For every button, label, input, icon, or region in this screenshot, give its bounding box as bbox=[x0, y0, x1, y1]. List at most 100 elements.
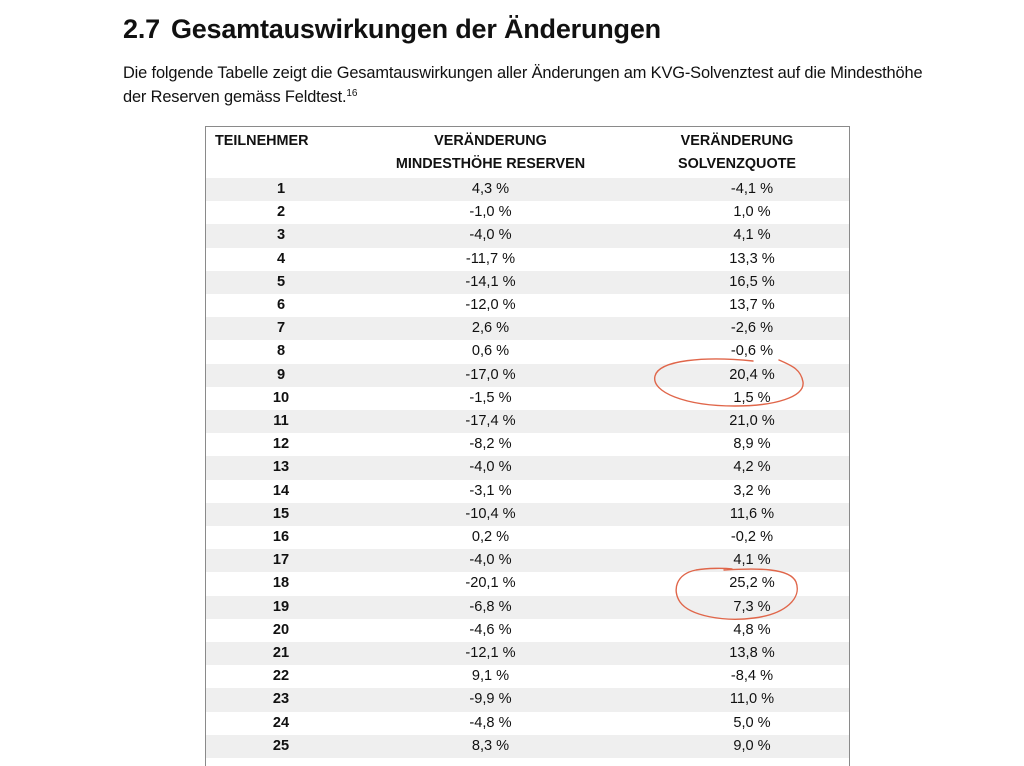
table-row: 23 -9,9 % 11,0 % bbox=[206, 688, 849, 712]
participant-id: 25 bbox=[272, 737, 290, 754]
reserven-change: -4,0 % bbox=[469, 552, 512, 569]
participant-id: 6 bbox=[276, 297, 286, 314]
table-row: 5 -14,1 % 16,5 % bbox=[206, 270, 849, 295]
reserven-change: -12,0 % bbox=[465, 297, 516, 314]
header-teilnehmer: TEILNEHMER bbox=[206, 127, 356, 178]
participant-id: 15 bbox=[272, 505, 290, 522]
header-line2: MINDESTHÖHE RESERVEN bbox=[395, 156, 586, 172]
participant-id: 3 bbox=[276, 227, 286, 244]
intro-paragraph: Die folgende Tabelle zeigt die Gesamtaus… bbox=[123, 61, 943, 109]
table-row: 17 -4,0 % 4,1 % bbox=[206, 549, 849, 573]
table-row: 25 8,3 % 9,0 % bbox=[206, 734, 849, 759]
table-row: 3 -4,0 % 4,1 % bbox=[206, 224, 849, 248]
results-table-container: TEILNEHMER VERÄNDERUNG MINDESTHÖHE RESER… bbox=[205, 126, 850, 766]
solvenzquote-change: 4,2 % bbox=[733, 459, 771, 476]
solvenzquote-change: 9,0 % bbox=[733, 737, 771, 754]
header-solvenzquote: VERÄNDERUNG SOLVENZQUOTE bbox=[625, 127, 849, 178]
solvenzquote-change: 11,6 % bbox=[729, 505, 775, 522]
solvenzquote-change: 8,9 % bbox=[733, 436, 771, 453]
header-line2: SOLVENZQUOTE bbox=[677, 156, 797, 172]
reserven-change: -20,1 % bbox=[465, 575, 516, 592]
reserven-change: -4,8 % bbox=[469, 714, 512, 731]
solvenzquote-change: -0,6 % bbox=[730, 343, 774, 360]
reserven-change: -3,1 % bbox=[469, 482, 512, 499]
reserven-change: -14,1 % bbox=[465, 273, 516, 290]
reserven-change: -10,4 % bbox=[465, 505, 516, 522]
participant-id: 13 bbox=[272, 459, 290, 476]
results-table: TEILNEHMER VERÄNDERUNG MINDESTHÖHE RESER… bbox=[206, 127, 849, 759]
reserven-change: -4,0 % bbox=[469, 227, 512, 244]
table-row: 22 9,1 % -8,4 % bbox=[206, 665, 849, 689]
reserven-change: -1,0 % bbox=[469, 204, 512, 221]
solvenzquote-change: -4,1 % bbox=[730, 181, 774, 197]
table-row: 9 -17,0 % 20,4 % bbox=[206, 363, 849, 387]
reserven-change: 0,2 % bbox=[471, 529, 510, 546]
participant-id: 17 bbox=[272, 552, 290, 569]
reserven-change: -17,4 % bbox=[465, 413, 516, 430]
reserven-change: -6,8 % bbox=[469, 598, 512, 615]
solvenzquote-change: 20,4 % bbox=[729, 366, 775, 383]
section-heading: 2.7 Gesamtauswirkungen der Änderungen bbox=[123, 14, 661, 45]
table-row: 19 -6,8 % 7,3 % bbox=[206, 595, 849, 619]
solvenzquote-change: 4,1 % bbox=[733, 552, 771, 569]
participant-id: 7 bbox=[276, 320, 286, 337]
table-row: 2 -1,0 % 1,0 % bbox=[206, 201, 849, 225]
table-body: 1 4,3 % -4,1 % 2 -1,0 % 1,0 % 3 -4,0 % 4,1 % 4 -11… bbox=[206, 178, 849, 759]
participant-id: 20 bbox=[272, 621, 290, 638]
solvenzquote-change: 13,3 % bbox=[729, 250, 775, 267]
solvenzquote-change: 4,8 % bbox=[733, 621, 771, 638]
participant-id: 4 bbox=[276, 250, 286, 267]
header-teilnehmer-label: TEILNEHMER bbox=[215, 133, 309, 149]
table-row: 10 -1,5 % 1,5 % bbox=[206, 386, 849, 411]
reserven-change: -17,0 % bbox=[465, 366, 516, 383]
solvenzquote-change: 1,0 % bbox=[733, 204, 771, 221]
reserven-change: -4,0 % bbox=[469, 459, 512, 476]
reserven-change: -4,6 % bbox=[469, 621, 512, 638]
table-row: 24 -4,8 % 5,0 % bbox=[206, 711, 849, 735]
solvenzquote-change: 7,3 % bbox=[733, 598, 771, 615]
participant-id: 24 bbox=[272, 714, 290, 731]
participant-id: 16 bbox=[272, 529, 290, 546]
solvenzquote-change: 16,5 % bbox=[729, 273, 775, 290]
solvenzquote-change: 4,1 % bbox=[733, 227, 771, 244]
participant-id: 10 bbox=[272, 389, 290, 406]
participant-id: 12 bbox=[272, 436, 290, 453]
participant-id: 5 bbox=[276, 273, 286, 290]
table-row: 15 -10,4 % 11,6 % bbox=[206, 502, 849, 527]
participant-id: 19 bbox=[272, 598, 290, 615]
solvenzquote-change: 13,8 % bbox=[729, 645, 775, 662]
table-row: 18 -20,1 % 25,2 % bbox=[206, 572, 849, 596]
solvenzquote-change: 11,0 % bbox=[729, 691, 775, 708]
solvenzquote-change: 1,5 % bbox=[733, 389, 771, 406]
reserven-change: 2,6 % bbox=[471, 320, 510, 337]
participant-id: 2 bbox=[276, 204, 286, 221]
table-row: 11 -17,4 % 21,0 % bbox=[206, 410, 849, 434]
footnote-marker[interactable]: 16 bbox=[346, 88, 358, 99]
intro-text: Die folgende Tabelle zeigt die Gesamtaus… bbox=[123, 64, 923, 106]
table-row: 21 -12,1 % 13,8 % bbox=[206, 642, 849, 666]
solvenzquote-change: -2,6 % bbox=[730, 320, 774, 337]
table-row: 4 -11,7 % 13,3 % bbox=[206, 247, 849, 271]
table-row: 13 -4,0 % 4,2 % bbox=[206, 456, 849, 480]
solvenzquote-change: -0,2 % bbox=[730, 529, 774, 546]
participant-id: 11 bbox=[273, 413, 289, 430]
participant-id: 1 bbox=[276, 181, 286, 197]
table-row: 7 2,6 % -2,6 % bbox=[206, 317, 849, 341]
header-line1: VERÄNDERUNG bbox=[434, 133, 547, 149]
participant-id: 14 bbox=[272, 482, 290, 499]
solvenzquote-change: 21,0 % bbox=[729, 413, 775, 430]
reserven-change: 0,6 % bbox=[471, 343, 510, 360]
solvenzquote-change: 13,7 % bbox=[729, 297, 775, 314]
reserven-change: 9,1 % bbox=[471, 668, 510, 685]
participant-id: 9 bbox=[276, 366, 286, 383]
reserven-change: 8,3 % bbox=[471, 737, 510, 754]
table-row: 20 -4,6 % 4,8 % bbox=[206, 618, 849, 643]
participant-id: 22 bbox=[272, 668, 290, 685]
solvenzquote-change: 25,2 % bbox=[729, 575, 775, 592]
table-row: 8 0,6 % -0,6 % bbox=[206, 340, 849, 364]
reserven-change: 4,3 % bbox=[471, 181, 510, 197]
participant-id: 21 bbox=[272, 645, 290, 662]
section-number: 2.7 bbox=[123, 14, 160, 44]
table-row: 1 4,3 % -4,1 % bbox=[206, 178, 849, 202]
table-row: 6 -12,0 % 13,7 % bbox=[206, 294, 849, 318]
